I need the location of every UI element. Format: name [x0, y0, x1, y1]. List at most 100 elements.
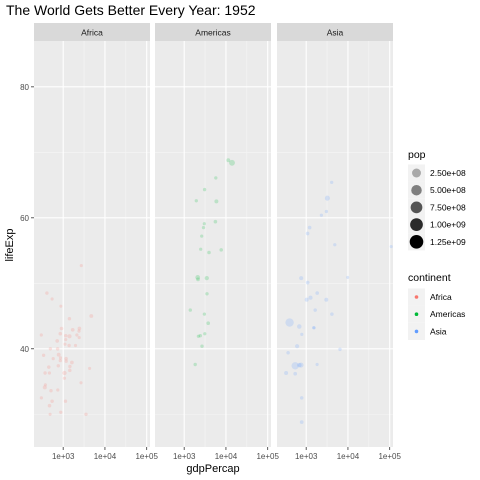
facet-strip	[155, 23, 271, 41]
y-axis-title: lifeExp	[4, 228, 16, 261]
color-legend-key	[414, 329, 419, 334]
data-point	[188, 308, 192, 312]
data-point	[77, 329, 81, 333]
panel-background	[277, 41, 393, 447]
data-point	[305, 280, 310, 285]
data-point	[285, 318, 294, 327]
x-tick-label: 1e+03	[52, 452, 75, 461]
x-tick-label: 1e+05	[135, 452, 158, 461]
data-point	[205, 292, 209, 296]
x-axis-title: gdpPercap	[186, 463, 239, 475]
data-point	[324, 209, 329, 214]
data-point	[206, 321, 211, 326]
data-point	[214, 176, 218, 180]
legend: pop 2.50e+08 5.00e+08 7.50e+08 1.00e+09 1.25e…	[408, 149, 466, 340]
color-legend-key	[414, 312, 419, 317]
data-point	[291, 362, 299, 370]
data-point	[70, 327, 75, 332]
data-point	[333, 243, 337, 247]
color-legend-label: Americas	[430, 309, 465, 319]
facet-americas: Americas 1e+03 1e+04 1e+05	[155, 23, 279, 461]
data-point	[300, 332, 304, 336]
data-point	[298, 362, 304, 368]
facet-strip-label: Africa	[81, 28, 103, 38]
data-point	[68, 364, 72, 369]
data-point	[39, 396, 43, 400]
x-tick-label: 1e+03	[173, 452, 196, 461]
data-point	[77, 336, 81, 340]
size-legend-label: 5.00e+08	[430, 185, 466, 195]
data-point	[41, 353, 46, 357]
data-point	[202, 312, 207, 316]
data-point	[70, 360, 74, 365]
data-point	[202, 222, 206, 226]
data-point	[200, 344, 204, 348]
data-point	[312, 326, 316, 330]
y-axis: 40 60 80	[20, 83, 34, 354]
data-point	[286, 350, 290, 355]
data-point	[207, 250, 211, 255]
data-point	[50, 297, 54, 301]
data-point	[79, 264, 83, 268]
data-point	[59, 304, 63, 308]
color-legend-key	[414, 295, 419, 299]
data-point	[47, 365, 51, 369]
data-point	[389, 245, 393, 249]
data-point	[67, 343, 71, 348]
size-legend-key	[409, 235, 424, 249]
data-point	[330, 180, 334, 185]
data-point	[55, 339, 60, 343]
size-legend-label: 2.50e+08	[430, 168, 466, 178]
data-point	[56, 364, 61, 368]
size-legend-key	[411, 184, 422, 196]
data-point	[47, 371, 52, 375]
data-point	[194, 199, 198, 203]
data-point	[64, 356, 68, 361]
data-point	[84, 412, 88, 417]
data-point	[305, 231, 310, 236]
data-point	[75, 333, 79, 337]
data-point	[304, 297, 309, 302]
data-point	[226, 158, 231, 163]
data-point	[200, 234, 204, 238]
data-point	[284, 370, 289, 376]
data-point	[313, 308, 317, 312]
data-point	[56, 352, 61, 357]
data-point	[315, 291, 319, 295]
data-point	[198, 334, 202, 338]
data-point	[201, 225, 206, 230]
data-point	[196, 334, 201, 338]
facet-africa: Africa 1e+03 1e+04 1e+05	[34, 23, 158, 461]
data-point	[307, 225, 312, 230]
x-tick-label: 1e+04	[337, 452, 360, 461]
data-point	[308, 295, 313, 300]
data-point	[58, 358, 62, 363]
data-point	[63, 342, 67, 346]
data-point	[219, 248, 223, 252]
data-point	[338, 347, 342, 352]
data-point	[295, 344, 300, 349]
data-point	[59, 326, 64, 331]
x-tick-label: 1e+05	[256, 452, 279, 461]
data-point	[39, 333, 43, 337]
color-legend-title: continent	[408, 272, 451, 284]
panel-background	[34, 41, 150, 447]
data-point	[293, 371, 298, 376]
data-point	[229, 159, 235, 166]
data-point	[193, 362, 197, 367]
facet-strip-label: Asia	[327, 28, 344, 38]
data-point	[330, 312, 334, 316]
x-tick-label: 1e+05	[378, 452, 401, 461]
data-point	[48, 347, 53, 351]
data-point	[45, 291, 49, 295]
data-point	[214, 199, 219, 204]
facet-strip	[277, 23, 393, 41]
data-point	[62, 370, 67, 376]
data-point	[56, 388, 60, 392]
data-point	[48, 412, 52, 416]
data-point	[299, 396, 304, 400]
facet-strip	[34, 23, 150, 41]
x-tick-label: 1e+04	[94, 452, 117, 461]
data-point	[202, 187, 207, 192]
